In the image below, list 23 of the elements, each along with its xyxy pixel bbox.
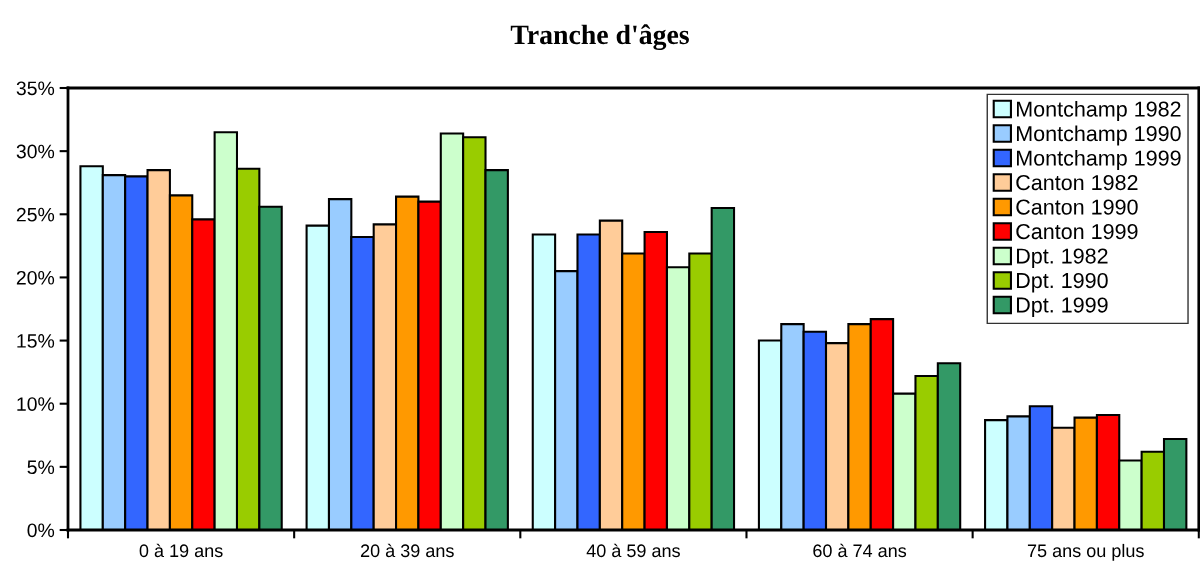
x-tick-label: 40 à 59 ans [586, 543, 680, 558]
legend-label: Montchamp 1982 [1017, 100, 1181, 121]
y-tick-label: 15% [17, 334, 55, 348]
x-tick-label: 0 à 19 ans [139, 543, 223, 558]
x-tick-label: 75 ans ou plus [1027, 543, 1144, 561]
legend-label: Montchamp 1999 [1017, 149, 1181, 170]
y-tick-label: 30% [16, 144, 55, 159]
y-tick-label: 20% [16, 270, 55, 285]
x-tick-label: 20 à 39 ans [360, 543, 454, 558]
y-tick-label: 10% [17, 397, 55, 411]
legend-label: Canton 1982 [1016, 174, 1138, 191]
legend-label: Montchamp 1990 [1017, 125, 1181, 146]
legend-label: Dpt. 1999 [1017, 297, 1108, 317]
chart-title: Tranche d'âges [510, 24, 689, 51]
legend-label: Canton 1990 [1016, 199, 1138, 215]
legend-label: Dpt. 1990 [1017, 272, 1108, 293]
y-tick-label: 35% [16, 81, 55, 96]
y-tick-label: 0% [27, 523, 55, 538]
x-tick-label: 60 à 74 ans [813, 543, 907, 558]
legend-label: Canton 1999 [1016, 223, 1138, 240]
y-tick-label: 5% [27, 460, 55, 475]
y-tick-label: 25% [16, 207, 55, 222]
legend-label: Dpt. 1982 [1017, 248, 1108, 268]
